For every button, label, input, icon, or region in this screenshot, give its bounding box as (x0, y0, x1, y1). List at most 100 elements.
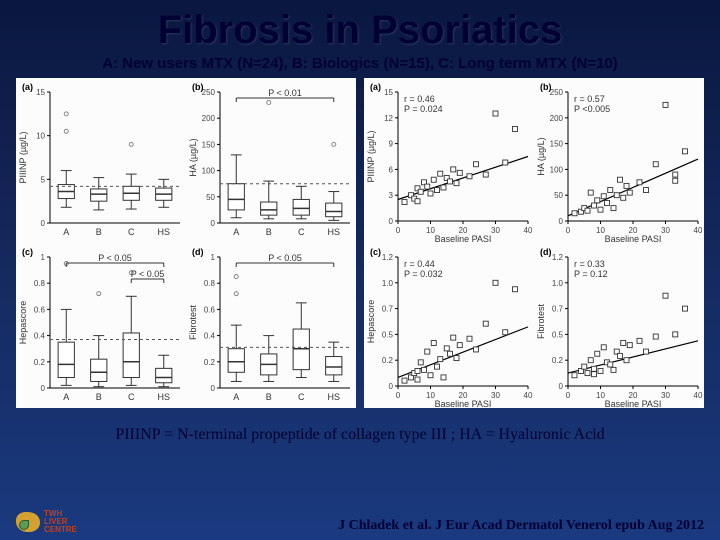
svg-text:(d): (d) (540, 247, 552, 257)
svg-text:(c): (c) (22, 247, 33, 257)
svg-text:15: 15 (36, 88, 45, 97)
svg-text:0: 0 (559, 217, 564, 226)
svg-text:0.5: 0.5 (382, 330, 394, 339)
svg-text:(b): (b) (540, 82, 552, 92)
svg-text:HA (µg/L): HA (µg/L) (188, 138, 198, 176)
svg-text:HS: HS (327, 392, 340, 402)
svg-text:Baseline PASI: Baseline PASI (435, 234, 492, 244)
svg-text:0.2: 0.2 (34, 358, 46, 367)
svg-text:0.6: 0.6 (204, 305, 216, 314)
svg-text:150: 150 (202, 140, 216, 149)
svg-text:P < 0.01: P < 0.01 (268, 88, 302, 98)
svg-text:0.8: 0.8 (204, 279, 216, 288)
svg-text:0.2: 0.2 (204, 358, 216, 367)
svg-text:50: 50 (206, 193, 215, 202)
svg-text:0: 0 (389, 217, 394, 226)
svg-text:Baseline PASI: Baseline PASI (605, 399, 662, 408)
svg-text:50: 50 (554, 191, 563, 200)
page-title: Fibrosis in Psoriatics (0, 8, 720, 53)
svg-text:PIIINP (µg/L): PIIINP (µg/L) (18, 131, 28, 183)
svg-text:0: 0 (211, 219, 216, 228)
svg-text:B: B (266, 392, 272, 402)
svg-text:100: 100 (202, 167, 216, 176)
svg-text:P < 0.05: P < 0.05 (98, 253, 132, 263)
svg-text:P = 0.024: P = 0.024 (404, 104, 443, 114)
svg-text:0: 0 (396, 391, 401, 400)
svg-text:P < 0.05: P < 0.05 (131, 269, 165, 279)
svg-text:C: C (128, 227, 135, 237)
svg-text:1.0: 1.0 (552, 279, 564, 288)
svg-text:P = 0.032: P = 0.032 (404, 269, 443, 279)
svg-text:6: 6 (389, 165, 394, 174)
svg-text:1.2: 1.2 (382, 253, 394, 262)
svg-text:30: 30 (491, 226, 500, 235)
right-scatter-block: 01020304003691215PIIINP (µg/L)Baseline P… (364, 78, 704, 408)
svg-text:Baseline PASI: Baseline PASI (605, 234, 662, 244)
svg-text:100: 100 (550, 165, 564, 174)
svg-text:r = 0.57: r = 0.57 (574, 94, 605, 104)
svg-text:(a): (a) (370, 82, 381, 92)
svg-text:30: 30 (491, 391, 500, 400)
svg-text:Hepascore: Hepascore (366, 300, 376, 344)
footer-row: TWH LIVER CENTRE J Chladek et al. J Eur … (0, 510, 720, 534)
svg-text:A: A (63, 227, 69, 237)
svg-text:12: 12 (384, 114, 393, 123)
svg-text:0.2: 0.2 (382, 356, 394, 365)
svg-text:9: 9 (389, 140, 394, 149)
svg-text:r = 0.46: r = 0.46 (404, 94, 435, 104)
svg-text:PIIINP (µg/L): PIIINP (µg/L) (366, 130, 376, 182)
svg-text:0.6: 0.6 (34, 305, 46, 314)
svg-text:(b): (b) (192, 82, 204, 92)
svg-text:0: 0 (41, 384, 46, 393)
svg-text:HS: HS (327, 227, 340, 237)
svg-text:C: C (298, 392, 305, 402)
svg-text:30: 30 (661, 226, 670, 235)
svg-text:A: A (233, 227, 239, 237)
svg-text:HS: HS (157, 392, 170, 402)
svg-text:0: 0 (566, 391, 571, 400)
svg-text:HS: HS (157, 227, 170, 237)
svg-text:40: 40 (524, 226, 533, 235)
svg-text:15: 15 (384, 88, 393, 97)
svg-text:0.2: 0.2 (552, 356, 564, 365)
svg-text:Baseline PASI: Baseline PASI (435, 399, 492, 408)
svg-text:250: 250 (202, 88, 216, 97)
svg-text:1.2: 1.2 (552, 253, 564, 262)
page-subtitle: A: New users MTX (N=24), B: Biologics (N… (0, 55, 720, 72)
svg-text:C: C (298, 227, 305, 237)
svg-text:0: 0 (559, 382, 564, 391)
svg-text:0: 0 (389, 382, 394, 391)
svg-text:0: 0 (41, 219, 46, 228)
svg-text:200: 200 (202, 114, 216, 123)
svg-text:0.7: 0.7 (552, 305, 564, 314)
svg-text:Fibrotest: Fibrotest (536, 303, 546, 339)
svg-text:250: 250 (550, 88, 564, 97)
svg-text:B: B (96, 227, 102, 237)
svg-text:1: 1 (41, 253, 46, 262)
svg-text:30: 30 (661, 391, 670, 400)
svg-text:r = 0.33: r = 0.33 (574, 259, 605, 269)
svg-text:B: B (96, 392, 102, 402)
figure-row: 051015PIIINP (µg/L)(a)ABCHS0501001502002… (0, 78, 720, 408)
logo-text: TWH LIVER CENTRE (44, 510, 77, 534)
svg-text:0.7: 0.7 (382, 305, 394, 314)
svg-text:Fibrotest: Fibrotest (188, 304, 198, 340)
svg-text:0: 0 (396, 226, 401, 235)
svg-text:Hepascore: Hepascore (18, 301, 28, 345)
svg-text:HA (µg/L): HA (µg/L) (536, 137, 546, 175)
svg-text:40: 40 (694, 391, 703, 400)
svg-text:0.8: 0.8 (34, 279, 46, 288)
svg-text:40: 40 (524, 391, 533, 400)
svg-text:150: 150 (550, 140, 564, 149)
svg-text:0.5: 0.5 (552, 330, 564, 339)
svg-text:(c): (c) (370, 247, 381, 257)
svg-text:r = 0.44: r = 0.44 (404, 259, 435, 269)
svg-text:(a): (a) (22, 82, 33, 92)
svg-text:A: A (63, 392, 69, 402)
svg-text:P <0.005: P <0.005 (574, 104, 610, 114)
svg-text:1.0: 1.0 (382, 279, 394, 288)
logo-block: TWH LIVER CENTRE (16, 510, 77, 534)
svg-text:0.4: 0.4 (204, 332, 216, 341)
svg-text:0: 0 (566, 226, 571, 235)
svg-text:(d): (d) (192, 247, 204, 257)
